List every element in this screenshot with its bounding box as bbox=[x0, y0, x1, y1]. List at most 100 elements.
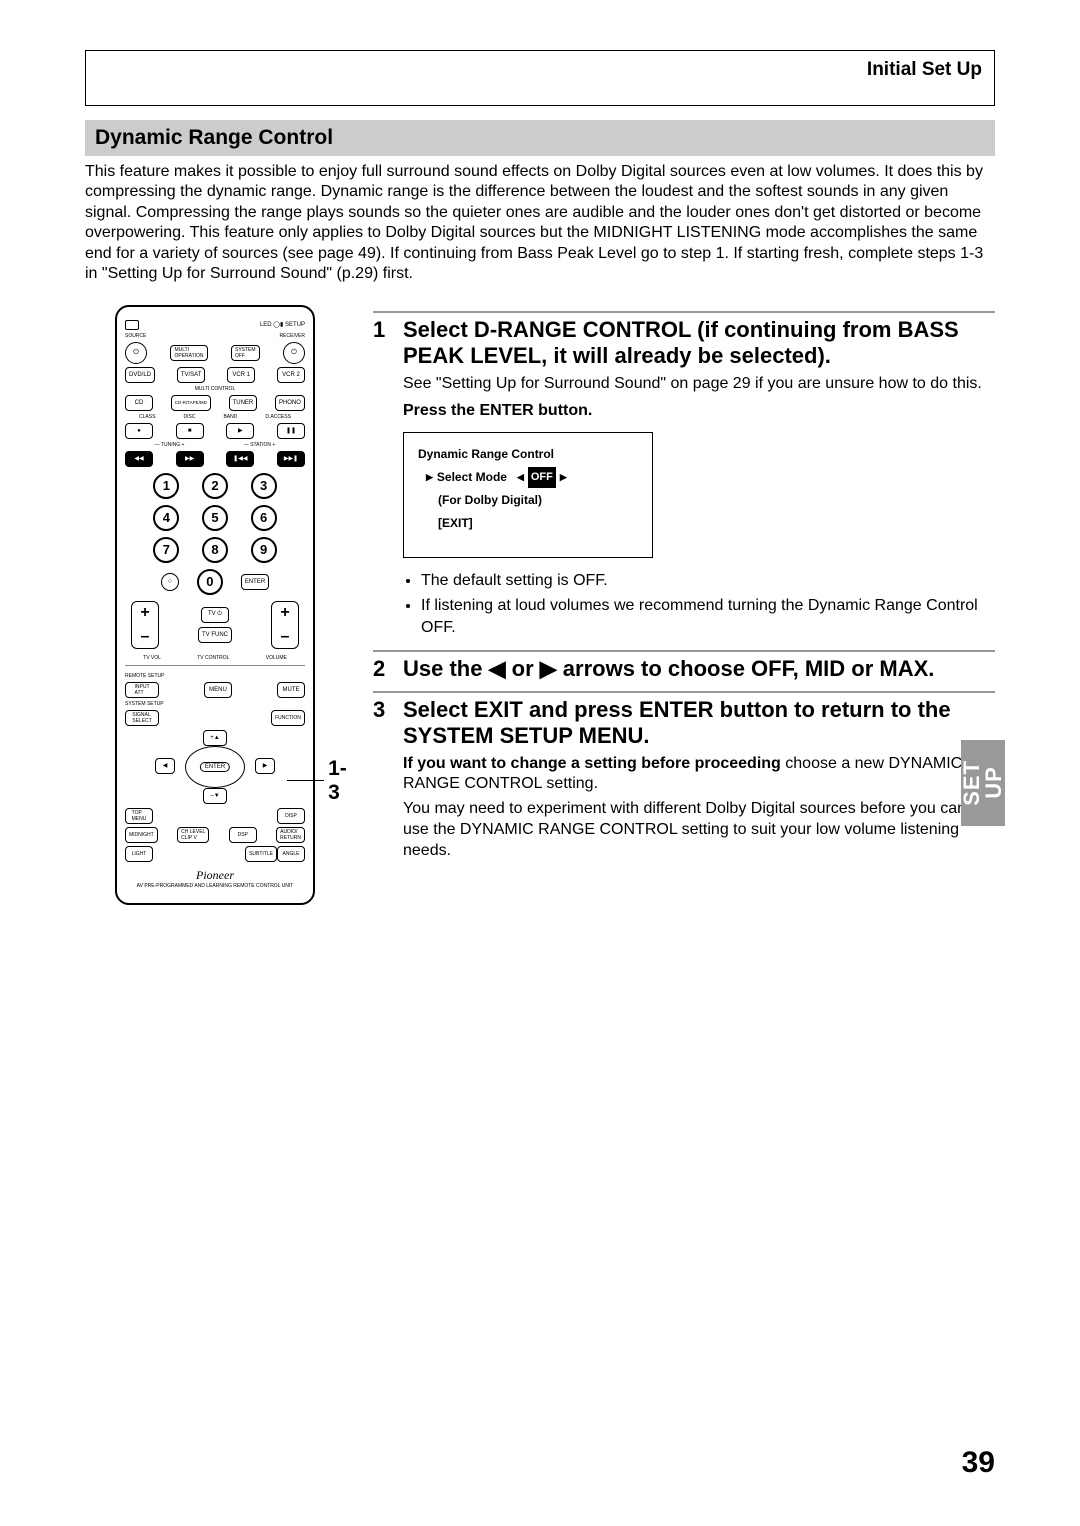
section-tab-label: SETUP bbox=[961, 760, 1005, 806]
num-4-button[interactable]: 4 bbox=[153, 505, 179, 531]
top-menu-button[interactable]: TOPMENU bbox=[125, 808, 153, 824]
chlevel-button[interactable]: CH LEVELCLIP V bbox=[177, 827, 209, 843]
disp-button[interactable]: DISP bbox=[277, 808, 305, 824]
pause-button[interactable]: ❚❚ bbox=[277, 423, 305, 439]
header-box: Initial Set Up bbox=[85, 50, 995, 106]
input-vcr1-button[interactable]: VCR 1 bbox=[227, 367, 255, 383]
num-3-button[interactable]: 3 bbox=[251, 473, 277, 499]
step-1-para: See "Setting Up for Surround Sound" on p… bbox=[403, 374, 995, 395]
volume-rocker[interactable]: + – bbox=[271, 601, 299, 649]
step-divider bbox=[373, 691, 995, 693]
audio-return-button[interactable]: AUDIO/RETURN bbox=[276, 827, 305, 843]
content-row: LED ◯▮ SETUP SOURCE RECEIVER ⏻ MULTIOPER… bbox=[85, 305, 995, 905]
intro-paragraph: This feature makes it possible to enjoy … bbox=[85, 162, 995, 285]
input-att-button[interactable]: INPUTATT bbox=[125, 682, 159, 698]
num-5-button[interactable]: 5 bbox=[202, 505, 228, 531]
osd-title: Dynamic Range Control bbox=[418, 443, 638, 466]
step-1-title: Select D-RANGE CONTROL (if continuing fr… bbox=[403, 317, 995, 370]
num-6-button[interactable]: 6 bbox=[251, 505, 277, 531]
cursor-right-icon: ▶ bbox=[426, 469, 433, 486]
input-cd-button[interactable]: CD bbox=[125, 395, 153, 411]
step-2-title: Use the ◀ or ▶ arrows to choose OFF, MID… bbox=[403, 656, 995, 682]
multi-control-label: MULTI CONTROL bbox=[125, 386, 305, 392]
num-0-button[interactable]: 0 bbox=[197, 569, 223, 595]
enter-button[interactable]: ENTER bbox=[200, 762, 230, 772]
angle-button[interactable]: ANGLE bbox=[277, 846, 305, 862]
ir-window-icon bbox=[125, 320, 139, 330]
tv-func-button[interactable]: TV FUNC bbox=[198, 627, 232, 643]
source-label: SOURCE bbox=[125, 333, 146, 339]
stop-button[interactable]: ■ bbox=[176, 423, 204, 439]
input-tuner-button[interactable]: TUNER bbox=[229, 395, 258, 411]
osd-exit: [EXIT] bbox=[418, 512, 638, 535]
input-dvd-button[interactable]: DVD/LD bbox=[125, 367, 155, 383]
light-button[interactable]: LIGHT bbox=[125, 846, 153, 862]
source-small-button[interactable]: ○ bbox=[161, 573, 179, 591]
brand-logo: Pioneer bbox=[125, 868, 305, 883]
header-right-label: Initial Set Up bbox=[98, 59, 982, 81]
callout-leader-line bbox=[287, 780, 324, 781]
next-button[interactable]: ▶▶❚ bbox=[277, 451, 305, 467]
step-divider bbox=[373, 311, 995, 313]
rew-button[interactable]: ◀◀ bbox=[125, 451, 153, 467]
left-arrow-icon: ◀ bbox=[489, 656, 506, 681]
subtitle-button[interactable]: SUBTITLE bbox=[245, 846, 277, 862]
arrow-right-icon: ▶ bbox=[560, 469, 567, 486]
input-tvsat-button[interactable]: TV/SAT bbox=[177, 367, 206, 383]
right-arrow-icon: ▶ bbox=[540, 656, 557, 681]
step-divider bbox=[373, 650, 995, 652]
step-callout: 1-3 bbox=[287, 757, 354, 805]
mute-button[interactable]: MUTE bbox=[277, 682, 305, 698]
dpad-up-button[interactable]: +▲ bbox=[203, 730, 227, 746]
num-7-button[interactable]: 7 bbox=[153, 537, 179, 563]
dpad-right-button[interactable]: ▶ bbox=[255, 758, 275, 774]
num-9-button[interactable]: 9 bbox=[251, 537, 277, 563]
page-number: 39 bbox=[962, 1446, 995, 1480]
function-button[interactable]: FUNCTION bbox=[271, 710, 305, 726]
signal-select-button[interactable]: SIGNALSELECT bbox=[125, 710, 159, 726]
number-pad: 1 2 3 4 5 6 7 8 9 bbox=[145, 473, 285, 563]
receiver-label: RECEIVER bbox=[279, 333, 305, 339]
rec-button[interactable]: ● bbox=[125, 423, 153, 439]
step-3-para2: You may need to experiment with differen… bbox=[403, 799, 995, 861]
prev-button[interactable]: ❚◀◀ bbox=[226, 451, 254, 467]
multi-operation-button[interactable]: MULTIOPERATION bbox=[170, 345, 207, 361]
step-1-number: 1 bbox=[373, 317, 393, 643]
dpad-left-button[interactable]: ◀ bbox=[155, 758, 175, 774]
num-2-button[interactable]: 2 bbox=[202, 473, 228, 499]
input-cdr-button[interactable]: CD-R/TAPE/MD bbox=[171, 395, 211, 411]
midnight-button[interactable]: MIDNIGHT bbox=[125, 827, 158, 843]
enter-small-button[interactable]: ENTER bbox=[241, 574, 269, 590]
play-button[interactable]: ▶ bbox=[226, 423, 254, 439]
remote-column: LED ◯▮ SETUP SOURCE RECEIVER ⏻ MULTIOPER… bbox=[85, 305, 345, 905]
section-tab: SETUP bbox=[961, 740, 1005, 826]
bullet-item: The default setting is OFF. bbox=[421, 570, 995, 592]
step-3-number: 3 bbox=[373, 697, 393, 862]
step-1-press: Press the ENTER button. bbox=[403, 402, 995, 420]
step-3-title: Select EXIT and press ENTER button to re… bbox=[403, 697, 995, 750]
step-1-bullets: The default setting is OFF. If listening… bbox=[403, 570, 995, 639]
receiver-power-button[interactable]: ⏻ bbox=[283, 342, 305, 364]
input-phono-button[interactable]: PHONO bbox=[275, 395, 305, 411]
section-title-bar: Dynamic Range Control bbox=[85, 120, 995, 156]
tv-vol-rocker[interactable]: + – bbox=[131, 601, 159, 649]
source-power-button[interactable]: ⏻ bbox=[125, 342, 147, 364]
dpad-down-button[interactable]: –▼ bbox=[203, 788, 227, 804]
osd-note: (For Dolby Digital) bbox=[418, 489, 638, 512]
num-1-button[interactable]: 1 bbox=[153, 473, 179, 499]
num-8-button[interactable]: 8 bbox=[202, 537, 228, 563]
osd-off-value: OFF bbox=[528, 467, 556, 488]
bullet-item: If listening at loud volumes we recommen… bbox=[421, 595, 995, 638]
osd-select-label: Select Mode bbox=[437, 466, 507, 489]
dsp-button[interactable]: DSP bbox=[229, 827, 257, 843]
callout-label: 1-3 bbox=[328, 757, 354, 805]
system-off-button[interactable]: SYSTEMOFF bbox=[231, 345, 260, 361]
input-vcr2-button[interactable]: VCR 2 bbox=[277, 367, 305, 383]
tv-power-button[interactable]: TV ⏻ bbox=[201, 607, 229, 623]
menu-button[interactable]: MENU bbox=[204, 682, 232, 698]
dpad: +▲ ◀ ▶ –▼ ENTER bbox=[155, 732, 275, 802]
arrow-left-icon: ◀ bbox=[517, 469, 524, 486]
ff-button[interactable]: ▶▶ bbox=[176, 451, 204, 467]
steps-column: 1 Select D-RANGE CONTROL (if continuing … bbox=[373, 305, 995, 905]
step-2-number: 2 bbox=[373, 656, 393, 682]
